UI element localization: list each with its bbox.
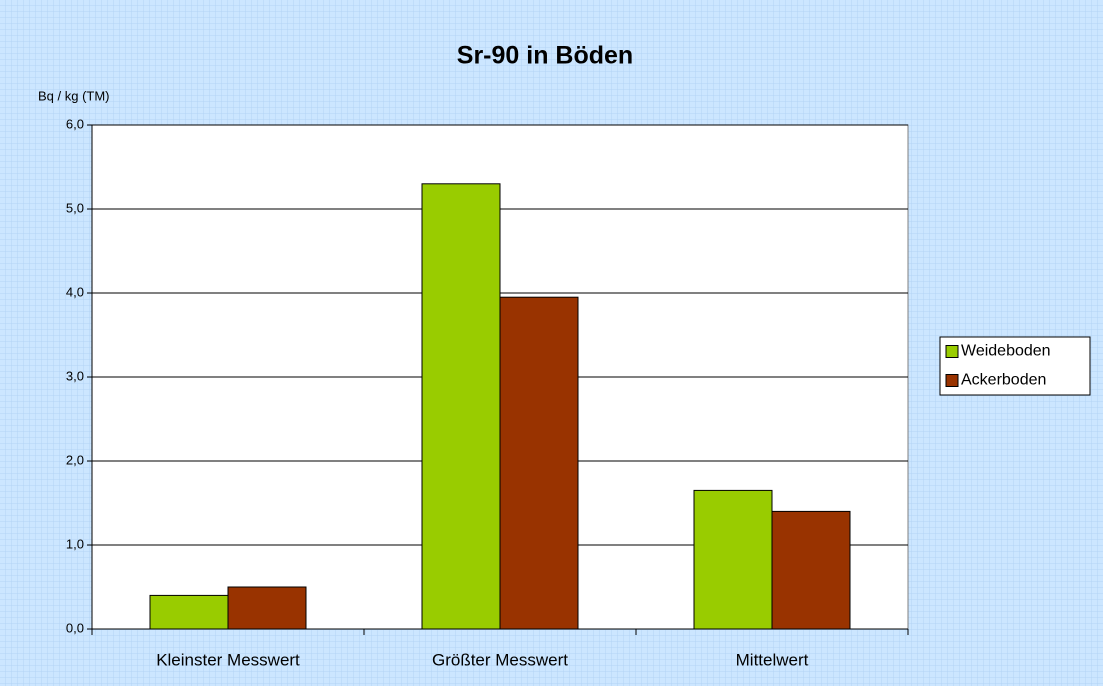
y-tick-label: 0,0 <box>66 620 84 635</box>
y-tick-label: 5,0 <box>66 200 84 215</box>
bar <box>149 594 229 630</box>
legend-swatch <box>945 374 959 387</box>
y-tick-label: 2,0 <box>66 452 84 467</box>
x-tick-label: Größter Messwert <box>432 650 568 669</box>
x-tick-label: Kleinster Messwert <box>156 650 300 669</box>
legend-swatch <box>945 345 959 358</box>
y-tick-label: 3,0 <box>66 368 84 383</box>
x-tick-label: Mittelwert <box>736 650 809 669</box>
chart-title: Sr-90 in Böden <box>457 42 633 70</box>
legend-label: Ackerboden <box>961 372 1046 389</box>
legend-label: Weideboden <box>961 343 1051 360</box>
legend-box <box>939 336 1091 396</box>
y-tick-label: 4,0 <box>66 284 84 299</box>
bar <box>499 296 579 630</box>
y-tick-label: 1,0 <box>66 536 84 551</box>
bar <box>771 510 851 630</box>
bar <box>693 489 773 630</box>
bar <box>227 586 307 630</box>
bar <box>421 183 501 630</box>
y-axis-label: Bq / kg (TM) <box>38 88 110 103</box>
y-tick-label: 6,0 <box>66 116 84 131</box>
